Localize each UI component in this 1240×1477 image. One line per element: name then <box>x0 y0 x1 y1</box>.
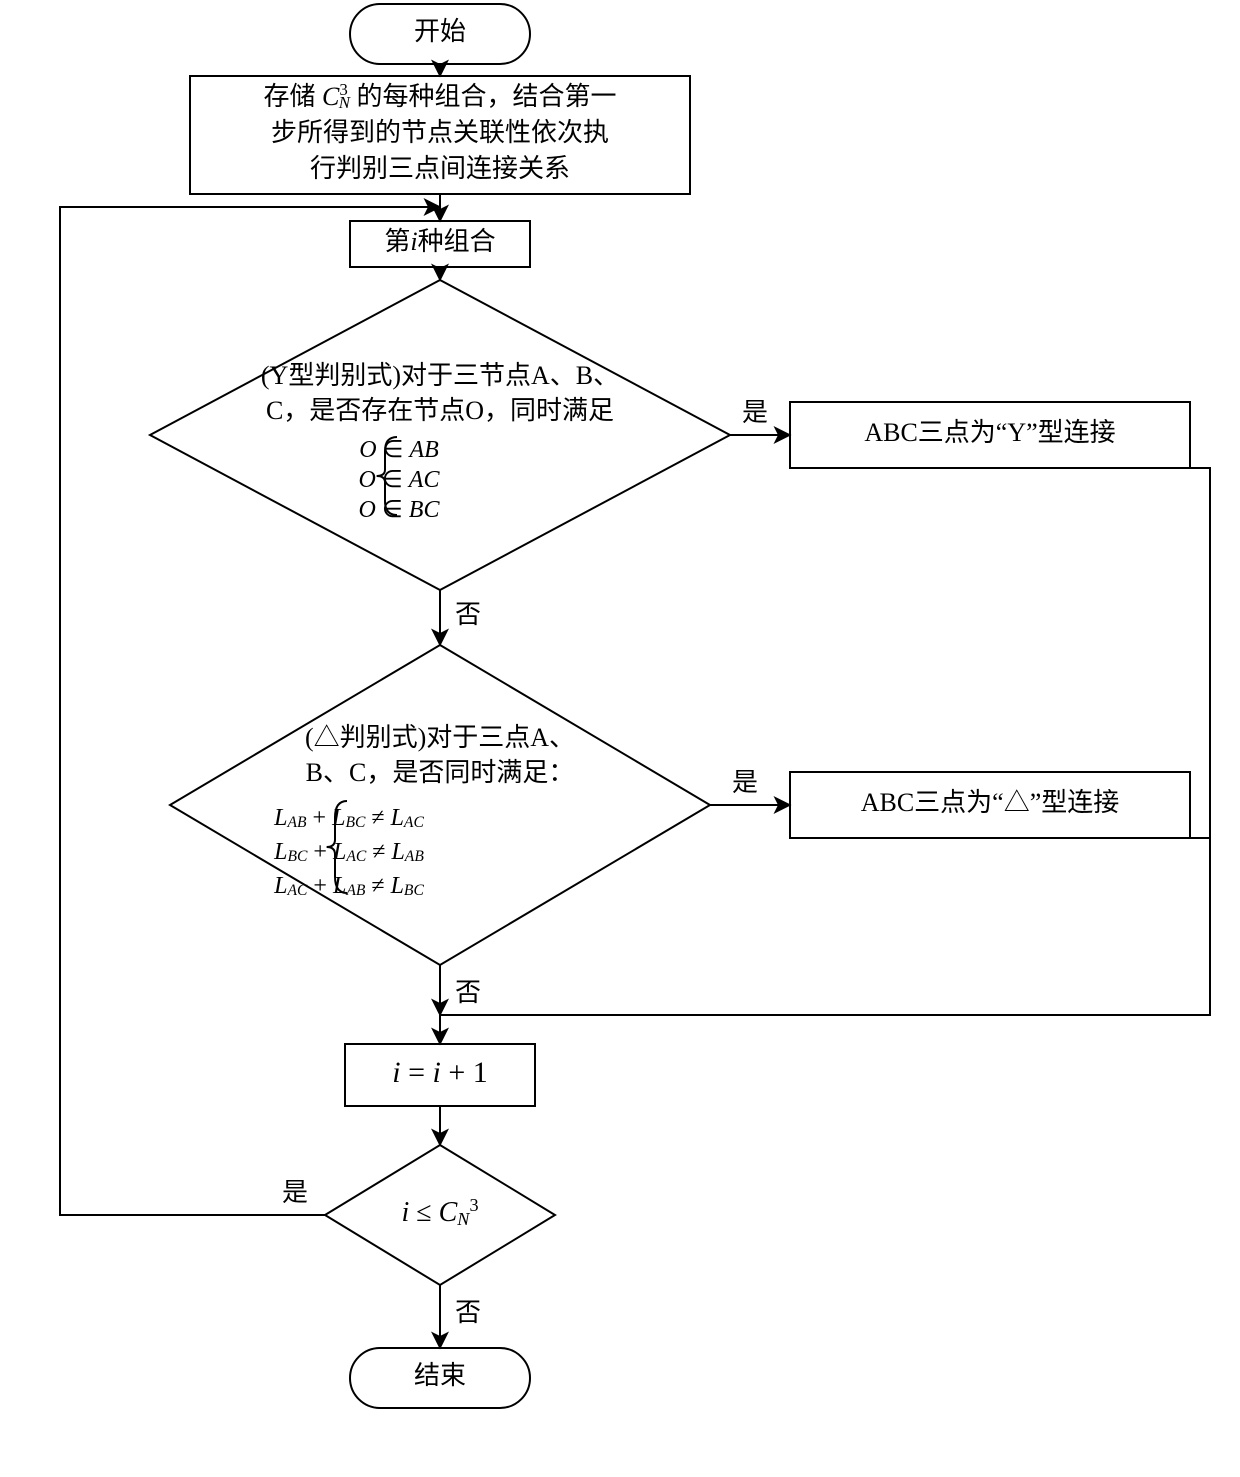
svg-text:行判别三点间连接关系: 行判别三点间连接关系 <box>310 154 570 183</box>
svg-text:存储 C3N 的每种组合，结合第一: 存储 C3N 的每种组合，结合第一 <box>263 80 616 112</box>
svg-text:i = i + 1: i = i + 1 <box>392 1056 488 1089</box>
svg-text:是: 是 <box>282 1178 308 1207</box>
svg-text:否: 否 <box>455 600 481 629</box>
svg-text:O ∈ AC: O ∈ AC <box>359 467 441 493</box>
svg-text:ABC三点为“△”型连接: ABC三点为“△”型连接 <box>861 788 1120 817</box>
svg-text:(△判别式)对于三点A、: (△判别式)对于三点A、 <box>305 723 575 752</box>
svg-text:开始: 开始 <box>414 17 466 46</box>
svg-text:结束: 结束 <box>414 1361 466 1390</box>
svg-text:是: 是 <box>732 768 758 797</box>
svg-text:O ∈ BC: O ∈ BC <box>359 497 441 523</box>
svg-text:第i种组合: 第i种组合 <box>384 227 495 256</box>
svg-text:否: 否 <box>455 978 481 1007</box>
svg-text:(Y型判别式)对于三节点A、B、: (Y型判别式)对于三节点A、B、 <box>261 361 619 390</box>
svg-text:O ∈ AB: O ∈ AB <box>359 437 439 463</box>
svg-text:C，是否存在节点O，同时满足: C，是否存在节点O，同时满足 <box>266 396 614 425</box>
svg-text:否: 否 <box>455 1298 481 1327</box>
svg-text:ABC三点为“Y”型连接: ABC三点为“Y”型连接 <box>864 418 1115 447</box>
svg-text:步所得到的节点关联性依次执: 步所得到的节点关联性依次执 <box>271 118 609 147</box>
svg-text:B、C，是否同时满足：: B、C，是否同时满足： <box>306 758 575 787</box>
svg-text:是: 是 <box>742 398 768 427</box>
